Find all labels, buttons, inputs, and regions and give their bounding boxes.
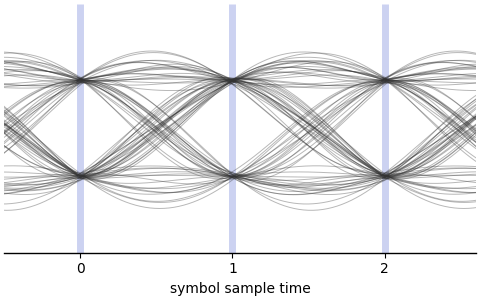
X-axis label: symbol sample time: symbol sample time [169,282,311,296]
